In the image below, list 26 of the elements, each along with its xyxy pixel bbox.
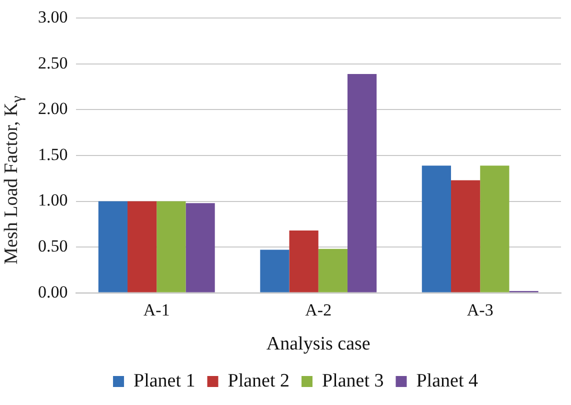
y-tick-label: 2.50 bbox=[38, 53, 68, 72]
y-tick-label: 1.50 bbox=[38, 144, 68, 164]
legend-label: Planet 1 bbox=[134, 370, 196, 392]
bar bbox=[480, 166, 510, 292]
bar bbox=[156, 201, 186, 292]
bar bbox=[422, 166, 452, 292]
bar bbox=[186, 203, 215, 292]
y-tick-label: 0.00 bbox=[38, 282, 68, 302]
x-tick-label: A-1 bbox=[143, 300, 170, 320]
bar bbox=[289, 230, 318, 292]
y-tick-label: 0.50 bbox=[38, 236, 68, 256]
bar bbox=[128, 201, 157, 292]
x-tick-label: A-3 bbox=[466, 300, 494, 320]
bar bbox=[318, 248, 348, 292]
x-tick-label: A-2 bbox=[305, 300, 332, 320]
legend-label: Planet 4 bbox=[416, 370, 478, 392]
legend-label: Planet 2 bbox=[228, 370, 290, 392]
bar bbox=[451, 180, 480, 292]
legend-label: Planet 3 bbox=[322, 370, 384, 392]
bar bbox=[98, 201, 128, 292]
bar bbox=[347, 74, 377, 292]
y-tick-label: 2.00 bbox=[38, 99, 68, 118]
y-tick-label: 3.00 bbox=[38, 8, 68, 27]
y-tick-label: 1.00 bbox=[38, 190, 68, 210]
bar bbox=[260, 250, 290, 292]
x-axis-title: Analysis case bbox=[266, 334, 370, 355]
